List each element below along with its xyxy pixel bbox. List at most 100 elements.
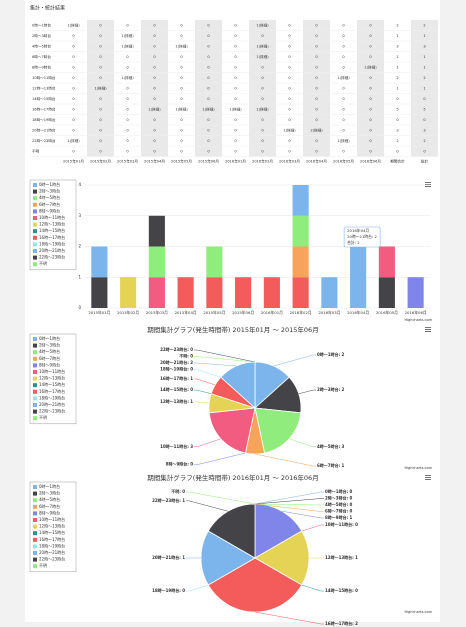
- legend-label[interactable]: 16時～17時台: [39, 388, 65, 394]
- menu-icon[interactable]: [425, 477, 431, 478]
- legend-label[interactable]: 8時～9時台: [39, 361, 60, 367]
- cell-link[interactable]: 2(詳細): [310, 127, 323, 132]
- legend-label[interactable]: 14時～15時台: [39, 529, 65, 535]
- pie-slice[interactable]: [207, 557, 303, 613]
- cell-link[interactable]: 1(詳細): [337, 138, 350, 143]
- legend-label[interactable]: 不明: [39, 415, 47, 420]
- cell-link[interactable]: 1(詳細): [175, 106, 188, 111]
- column-header: 2016年02月: [252, 159, 273, 164]
- cell-link[interactable]: 1(詳細): [94, 85, 107, 90]
- bar-segment[interactable]: [120, 277, 137, 308]
- bar-segment[interactable]: [206, 277, 223, 308]
- legend-label[interactable]: 2時～3時台: [39, 490, 60, 496]
- pie-slice[interactable]: [208, 407, 256, 454]
- legend-label[interactable]: 18時～19時台: [39, 240, 65, 246]
- legend-label[interactable]: 不明: [39, 563, 47, 568]
- legend-label[interactable]: 不明: [39, 261, 47, 266]
- legend-label[interactable]: 2時～3時台: [39, 188, 60, 194]
- legend-label[interactable]: 18時～19時台: [39, 542, 65, 548]
- legend-label[interactable]: 4時～5時台: [39, 496, 60, 502]
- legend-label[interactable]: 22時～23時台: [39, 254, 65, 260]
- legend-label[interactable]: 10時～11時台: [39, 516, 65, 522]
- legend-label[interactable]: 20時～21時台: [39, 247, 65, 253]
- legend-label[interactable]: 16時～17時台: [39, 536, 65, 542]
- legend-label[interactable]: 4時～5時台: [39, 348, 60, 354]
- menu-icon[interactable]: [425, 184, 431, 185]
- cell-link[interactable]: 1(詳細): [283, 127, 296, 132]
- legend-label[interactable]: 2時～3時台: [39, 342, 60, 348]
- legend-label[interactable]: 8時～9時台: [39, 509, 60, 515]
- bar-segment[interactable]: [148, 277, 165, 308]
- legend-label[interactable]: 0時～1時台: [39, 335, 60, 341]
- cell-link[interactable]: 1(詳細): [121, 33, 134, 38]
- legend-label[interactable]: 18時～19時台: [39, 394, 65, 400]
- cell-link[interactable]: 1(詳細): [229, 106, 242, 111]
- bar-segment[interactable]: [292, 246, 309, 278]
- pie-slice[interactable]: [207, 503, 256, 559]
- legend-label[interactable]: 10時～11時台: [39, 214, 65, 220]
- cell-link[interactable]: 1(詳細): [256, 54, 269, 59]
- menu-icon[interactable]: [425, 479, 431, 480]
- bar-segment[interactable]: [235, 277, 252, 308]
- bar-segment[interactable]: [292, 277, 309, 308]
- legend-label[interactable]: 6時～7時台: [39, 503, 60, 509]
- legend-label[interactable]: 14時～15時台: [39, 381, 65, 387]
- bar-segment[interactable]: [292, 185, 309, 216]
- bar-segment[interactable]: [321, 277, 338, 308]
- bar-segment[interactable]: [91, 277, 108, 308]
- legend-label[interactable]: 0時～1時台: [39, 483, 60, 489]
- bar-segment[interactable]: [206, 246, 223, 278]
- cell-link[interactable]: 1(詳細): [67, 22, 80, 27]
- cell-link[interactable]: 1(詳細): [256, 22, 269, 27]
- cell-link[interactable]: 1(詳細): [337, 75, 350, 80]
- legend-label[interactable]: 16時～17時台: [39, 234, 65, 240]
- legend-label[interactable]: 0時～1時台: [39, 181, 60, 187]
- bar-segment[interactable]: [350, 246, 367, 309]
- legend-label[interactable]: 6時～7時台: [39, 201, 60, 207]
- legend-label[interactable]: 22時～23時台: [39, 408, 65, 414]
- pie-slice[interactable]: [254, 530, 310, 586]
- cell-link[interactable]: 1(詳細): [175, 43, 188, 48]
- legend-label[interactable]: 8時～9時台: [39, 207, 60, 213]
- bar-segment[interactable]: [148, 246, 165, 278]
- bar-segment[interactable]: [378, 277, 395, 308]
- menu-icon[interactable]: [425, 182, 431, 183]
- legend-label[interactable]: 4時～5時台: [39, 194, 60, 200]
- legend-label[interactable]: 6時～7時台: [39, 355, 60, 361]
- legend-label[interactable]: 20時～21時台: [39, 401, 65, 407]
- menu-icon[interactable]: [425, 186, 431, 187]
- cell: 0: [72, 34, 75, 38]
- bar-segment[interactable]: [407, 277, 424, 308]
- bar-segment[interactable]: [177, 277, 194, 308]
- legend-label[interactable]: 20時～21時台: [39, 549, 65, 555]
- cell-link[interactable]: 1(詳細): [364, 64, 377, 69]
- cell-link[interactable]: 1(詳細): [121, 43, 134, 48]
- cell-link[interactable]: 1(詳細): [67, 138, 80, 143]
- bar-segment[interactable]: [263, 277, 280, 308]
- legend-label[interactable]: 10時～11時台: [39, 368, 65, 374]
- cell-link[interactable]: 1(詳細): [256, 43, 269, 48]
- menu-icon[interactable]: [425, 327, 431, 328]
- legend-label[interactable]: 12時～13時台: [39, 523, 65, 529]
- bar-segment[interactable]: [292, 215, 309, 247]
- bar-segment[interactable]: [91, 246, 108, 278]
- cell-link[interactable]: 1(詳細): [256, 106, 269, 111]
- legend-label[interactable]: 22時～23時台: [39, 556, 65, 562]
- cell-link[interactable]: 1(詳細): [121, 75, 134, 80]
- bar-segment[interactable]: [378, 246, 395, 278]
- menu-icon[interactable]: [425, 475, 431, 476]
- legend-label[interactable]: 14時～15時台: [39, 227, 65, 233]
- data-label: 10時～11時台: 0: [325, 521, 358, 527]
- cell-link[interactable]: 1(詳細): [202, 106, 215, 111]
- bar-segment[interactable]: [148, 215, 165, 247]
- legend-label[interactable]: 12時～13時台: [39, 221, 65, 227]
- y-tick-label: 1: [78, 274, 81, 279]
- cell: 5: [423, 107, 425, 111]
- pie-slice[interactable]: [200, 530, 256, 586]
- menu-icon[interactable]: [425, 329, 431, 330]
- cell: 0: [288, 34, 291, 38]
- menu-icon[interactable]: [425, 331, 431, 332]
- cell-link[interactable]: 1(詳細): [148, 106, 161, 111]
- pie-slice[interactable]: [254, 407, 302, 454]
- legend-label[interactable]: 12時～13時台: [39, 375, 65, 381]
